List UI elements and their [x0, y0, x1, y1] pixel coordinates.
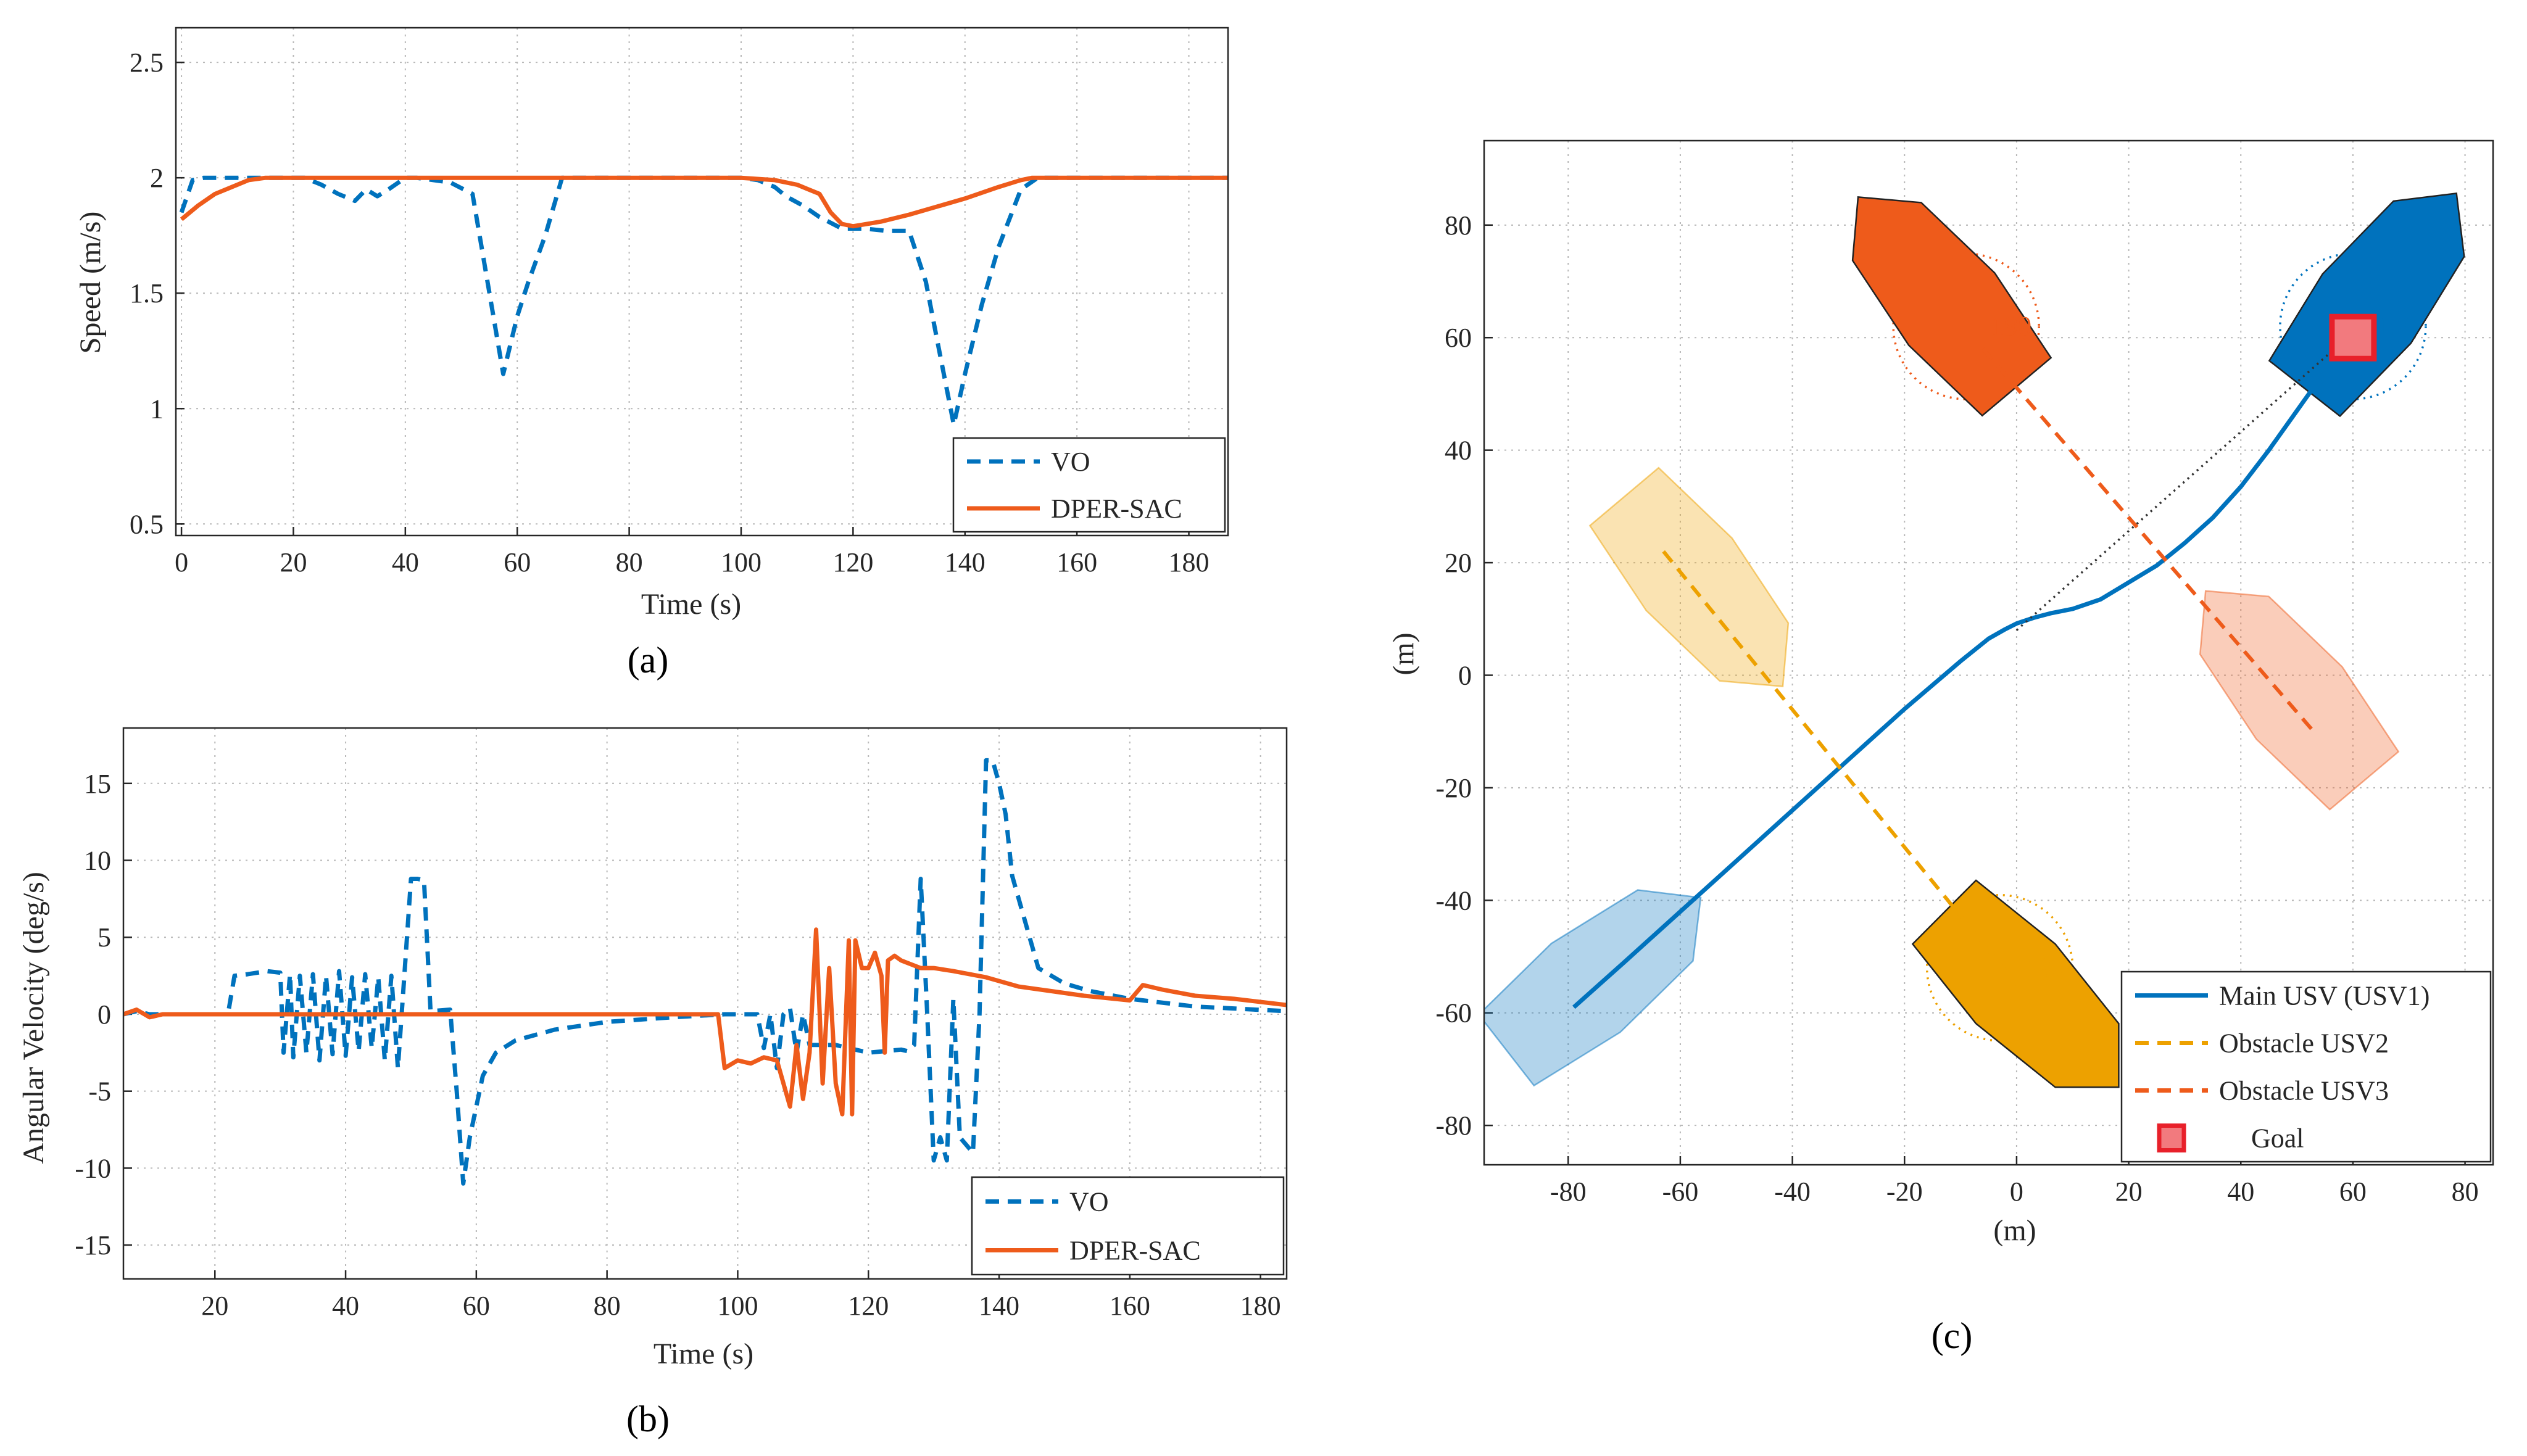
obstacle-usv3-line [1981, 347, 2315, 733]
y-tick-label: 2 [150, 163, 164, 193]
x-tick-label: 60 [463, 1291, 490, 1321]
caption-b: (b) [626, 1399, 670, 1439]
x-tick-label: 120 [832, 547, 873, 577]
legend: VO DPER-SAC [971, 1176, 1285, 1276]
time-label: 190 [2025, 953, 2065, 983]
y-tick-label: 0 [1458, 660, 1472, 690]
x-tick-label: 0 [2010, 1177, 2023, 1207]
y-tick-label: 15 [84, 769, 111, 799]
legend-label: Obstacle USV3 [2219, 1076, 2389, 1106]
x-tick-label: -80 [1550, 1177, 1587, 1207]
x-tick-label: 60 [2339, 1177, 2367, 1207]
vessel-hull [1588, 466, 1790, 687]
dper-sac-line [180, 175, 1228, 229]
vessel-hull [2268, 192, 2465, 418]
y-tick-label: -20 [1435, 773, 1472, 803]
x-tick-label: 120 [848, 1291, 889, 1321]
goal-marker [2329, 313, 2377, 362]
legend-label: Main USV (USV1) [2219, 981, 2429, 1011]
legend: Main USV (USV1) Obstacle USV2 Obstacle USV… [2120, 970, 2492, 1163]
dper-sac-line [123, 927, 1287, 1117]
time-label: 190 [2378, 311, 2418, 341]
y-tick-label: 40 [1445, 436, 1472, 466]
main-usv-usv1--line [1572, 336, 2355, 1009]
x-tick-label: -60 [1662, 1177, 1699, 1207]
x-tick-label: -20 [1886, 1177, 1923, 1207]
y-tick-label: 0 [98, 999, 111, 1030]
obstacle-usv2-line [1662, 550, 2019, 986]
caption-c: (c) [1932, 1315, 1973, 1356]
x-tick-label: 160 [1056, 547, 1097, 577]
plot-content [1484, 192, 2465, 1088]
legend-label: Goal [2251, 1123, 2304, 1154]
x-tick-label: 20 [201, 1291, 228, 1321]
y-tick-label: 5 [98, 922, 111, 953]
angular-velocity-y-axis-label: Angular Velocity (deg/s) [17, 872, 50, 1164]
y-tick-label: 1 [150, 394, 164, 424]
legend-box [952, 437, 1226, 533]
x-tick-label: 140 [979, 1291, 1019, 1321]
safety-circle [1892, 252, 2040, 400]
y-tick-label: 80 [1445, 210, 1472, 241]
y-tick-label: -40 [1435, 885, 1472, 916]
trajectory-chart: (m) (m) -80 -60 -40 -20 0 20 40 60 80 -80 -60 -40 -2… [1387, 139, 2494, 1247]
legend-label: DPER-SAC [1051, 494, 1182, 524]
plot-content [123, 758, 1287, 1186]
speed-chart: Speed (m/s) Time (s) 0 20 40 60 80 100 120 140 1… [74, 27, 1229, 621]
y-tick-label: 0.5 [130, 509, 164, 539]
y-tick-label: -15 [75, 1230, 111, 1260]
x-tick-label: 160 [1110, 1291, 1150, 1321]
x-tick-label: -40 [1774, 1177, 1811, 1207]
y-tick-label: 10 [84, 846, 111, 876]
safety-circle [2279, 252, 2427, 400]
angular-velocity-chart: Angular Velocity (deg/s) Time (s) 20 40 60… [17, 727, 1288, 1370]
legend-box [971, 1176, 1285, 1276]
y-tick-label: 60 [1445, 323, 1472, 353]
x-tick-label: 40 [392, 547, 419, 577]
legend-goal-swatch [2157, 1123, 2186, 1152]
y-tick-label: -60 [1435, 998, 1472, 1028]
x-tick-label: 60 [504, 547, 531, 577]
legend-label: VO [1069, 1187, 1109, 1217]
y-tick-label: 2.5 [130, 48, 164, 78]
vessel-hull [2199, 590, 2400, 811]
plot-frame [122, 727, 1288, 1280]
plot-frame [1483, 139, 2494, 1166]
y-tick-label: -80 [1435, 1111, 1472, 1141]
legend-label: VO [1051, 447, 1090, 477]
angular-velocity-x-axis-label: Time (s) [654, 1338, 753, 1370]
plot-frame [175, 27, 1229, 537]
trajectory-y-axis-label: (m) [1387, 632, 1420, 675]
y-tick-label: 20 [1445, 548, 1472, 578]
y-tick-label: 1.5 [130, 278, 164, 308]
x-tick-label: 20 [2115, 1177, 2143, 1207]
caption-a: (a) [628, 640, 669, 680]
x-tick-label: 20 [280, 547, 307, 577]
speed-x-axis-label: Time (s) [641, 588, 741, 621]
legend-label: DPER-SAC [1069, 1236, 1201, 1266]
x-tick-label: 100 [717, 1291, 758, 1321]
x-tick-label: 80 [2452, 1177, 2479, 1207]
x-tick-label: 0 [175, 547, 188, 577]
time-label: 190 [1991, 311, 2031, 341]
x-tick-label: 180 [1169, 547, 1210, 577]
x-tick-label: 80 [616, 547, 643, 577]
legend: VO DPER-SAC [952, 437, 1226, 533]
y-tick-label: -10 [75, 1153, 111, 1183]
x-tick-label: 80 [594, 1291, 621, 1321]
plot-content [179, 175, 1228, 427]
x-tick-label: 40 [2227, 1177, 2254, 1207]
speed-y-axis-label: Speed (m/s) [74, 212, 107, 354]
legend-label: Obstacle USV2 [2219, 1028, 2389, 1059]
trajectory-x-axis-label: (m) [1993, 1214, 2036, 1247]
x-tick-label: 100 [721, 547, 761, 577]
y-tick-label: -5 [88, 1077, 111, 1107]
vo-line [123, 758, 1287, 1186]
x-tick-label: 140 [945, 547, 985, 577]
x-tick-label: 180 [1240, 1291, 1281, 1321]
x-tick-label: 40 [332, 1291, 359, 1321]
